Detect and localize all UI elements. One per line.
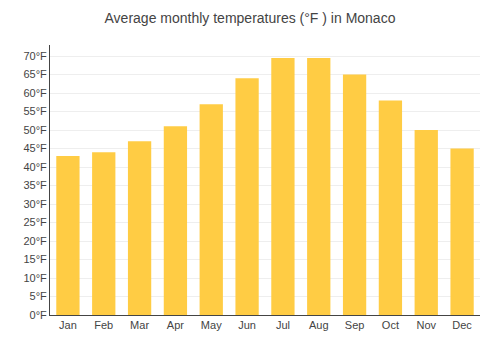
svg-text:30°F: 30°F (23, 198, 47, 210)
svg-text:45°F: 45°F (23, 142, 47, 154)
svg-text:Jun: Jun (238, 319, 256, 331)
svg-text:May: May (201, 319, 222, 331)
svg-text:60°F: 60°F (23, 87, 47, 99)
svg-text:70°F: 70°F (23, 50, 47, 62)
svg-text:Feb: Feb (94, 319, 113, 331)
svg-text:Nov: Nov (416, 319, 436, 331)
svg-text:55°F: 55°F (23, 105, 47, 117)
svg-text:25°F: 25°F (23, 216, 47, 228)
svg-text:Oct: Oct (382, 319, 399, 331)
svg-text:Sep: Sep (345, 319, 365, 331)
svg-text:5°F: 5°F (30, 290, 48, 302)
svg-text:Aug: Aug (309, 319, 329, 331)
svg-text:20°F: 20°F (23, 235, 47, 247)
svg-text:15°F: 15°F (23, 253, 47, 265)
svg-text:10°F: 10°F (23, 272, 47, 284)
svg-text:Jan: Jan (59, 319, 77, 331)
svg-text:Jul: Jul (276, 319, 290, 331)
svg-text:Mar: Mar (130, 319, 149, 331)
svg-text:50°F: 50°F (23, 124, 47, 136)
svg-text:0°F: 0°F (30, 309, 48, 321)
svg-text:Average monthly temperatures (: Average monthly temperatures (°F ) in Mo… (105, 10, 396, 26)
svg-text:65°F: 65°F (23, 68, 47, 80)
svg-text:Apr: Apr (167, 319, 184, 331)
svg-text:35°F: 35°F (23, 179, 47, 191)
svg-text:Dec: Dec (452, 319, 472, 331)
svg-text:40°F: 40°F (23, 161, 47, 173)
